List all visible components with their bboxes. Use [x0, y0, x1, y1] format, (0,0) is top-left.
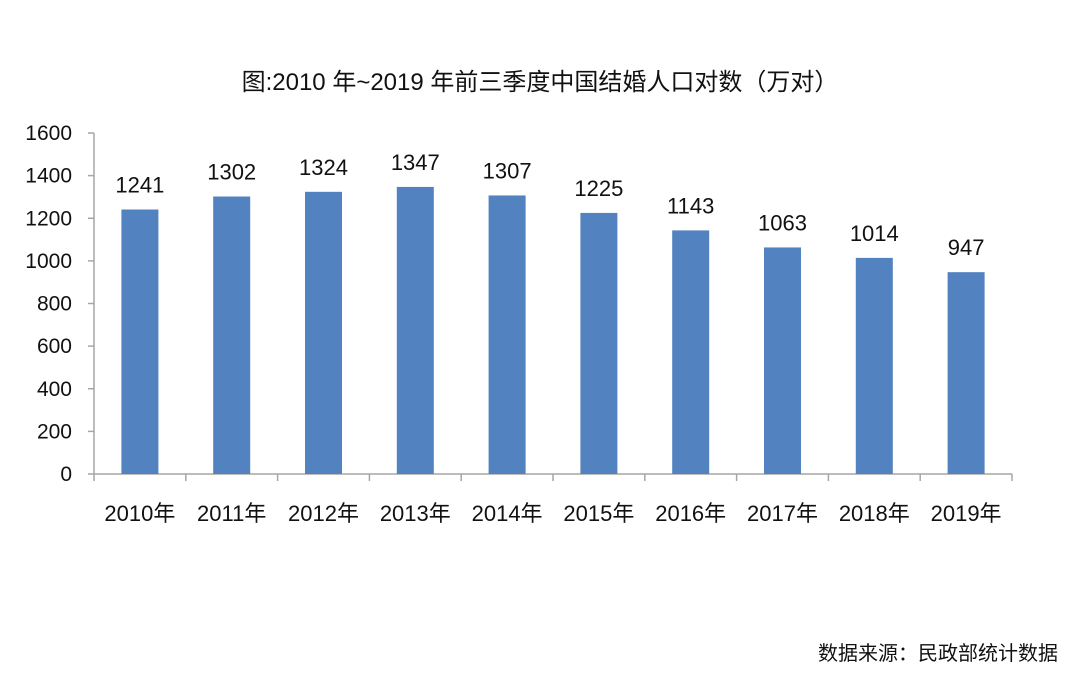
data-label: 1143	[667, 193, 714, 218]
bar	[855, 257, 893, 474]
source-note: 数据来源：民政部统计数据	[818, 643, 1058, 665]
y-tick-label: 200	[37, 420, 72, 443]
x-tick-label: 2016年	[655, 501, 726, 526]
chart-title: 图:2010 年~2019 年前三季度中国结婚人口对数（万对）	[242, 69, 839, 96]
x-tick-label: 2017年	[747, 501, 818, 526]
x-tick-label: 2011年	[197, 501, 266, 526]
bar	[947, 272, 985, 474]
x-tick-label: 2019年	[931, 501, 1002, 526]
data-label: 1241	[115, 173, 164, 198]
bar	[488, 195, 526, 474]
bar	[580, 212, 618, 474]
data-label: 1063	[758, 210, 807, 235]
bar	[121, 209, 159, 474]
data-label: 947	[948, 235, 985, 260]
bar	[764, 247, 801, 474]
data-label: 1324	[299, 155, 348, 180]
x-axis: 2010年 2011年 2012年 2013年 2014年 2015年 2016年 2017年…	[93, 473, 1013, 526]
x-tick-label: 2018年	[839, 501, 910, 526]
bar	[213, 196, 251, 475]
x-tick-label: 2012年	[288, 501, 359, 526]
x-tick-label: 2013年	[380, 501, 451, 526]
y-tick-label: 0	[60, 463, 72, 486]
y-tick-label: 1000	[25, 250, 72, 273]
x-tick-label: 2010年	[104, 501, 175, 526]
data-label: 1302	[207, 160, 256, 185]
y-tick-label: 1200	[25, 207, 72, 230]
y-tick-label: 1400	[25, 165, 72, 188]
bar	[672, 230, 710, 474]
x-tick-label: 2015年	[563, 501, 634, 526]
y-tick-label: 1600	[25, 122, 72, 145]
x-tick-label: 2014年	[472, 501, 543, 526]
y-tick-label: 600	[37, 335, 72, 358]
data-label: 1225	[574, 176, 623, 201]
data-labels: 1241 1302 1324 1347 1307 1225 1143 1063 1014 947	[115, 150, 984, 260]
bars	[121, 186, 985, 475]
y-tick-label: 400	[37, 378, 72, 401]
bar	[305, 191, 342, 474]
y-axis: 0 200 400 600 800 1000 1200 1400 1600	[25, 122, 95, 486]
bar	[396, 186, 434, 474]
data-label: 1014	[850, 221, 899, 246]
data-label: 1347	[391, 150, 440, 175]
y-tick-label: 800	[37, 293, 72, 316]
data-label: 1307	[483, 158, 532, 183]
